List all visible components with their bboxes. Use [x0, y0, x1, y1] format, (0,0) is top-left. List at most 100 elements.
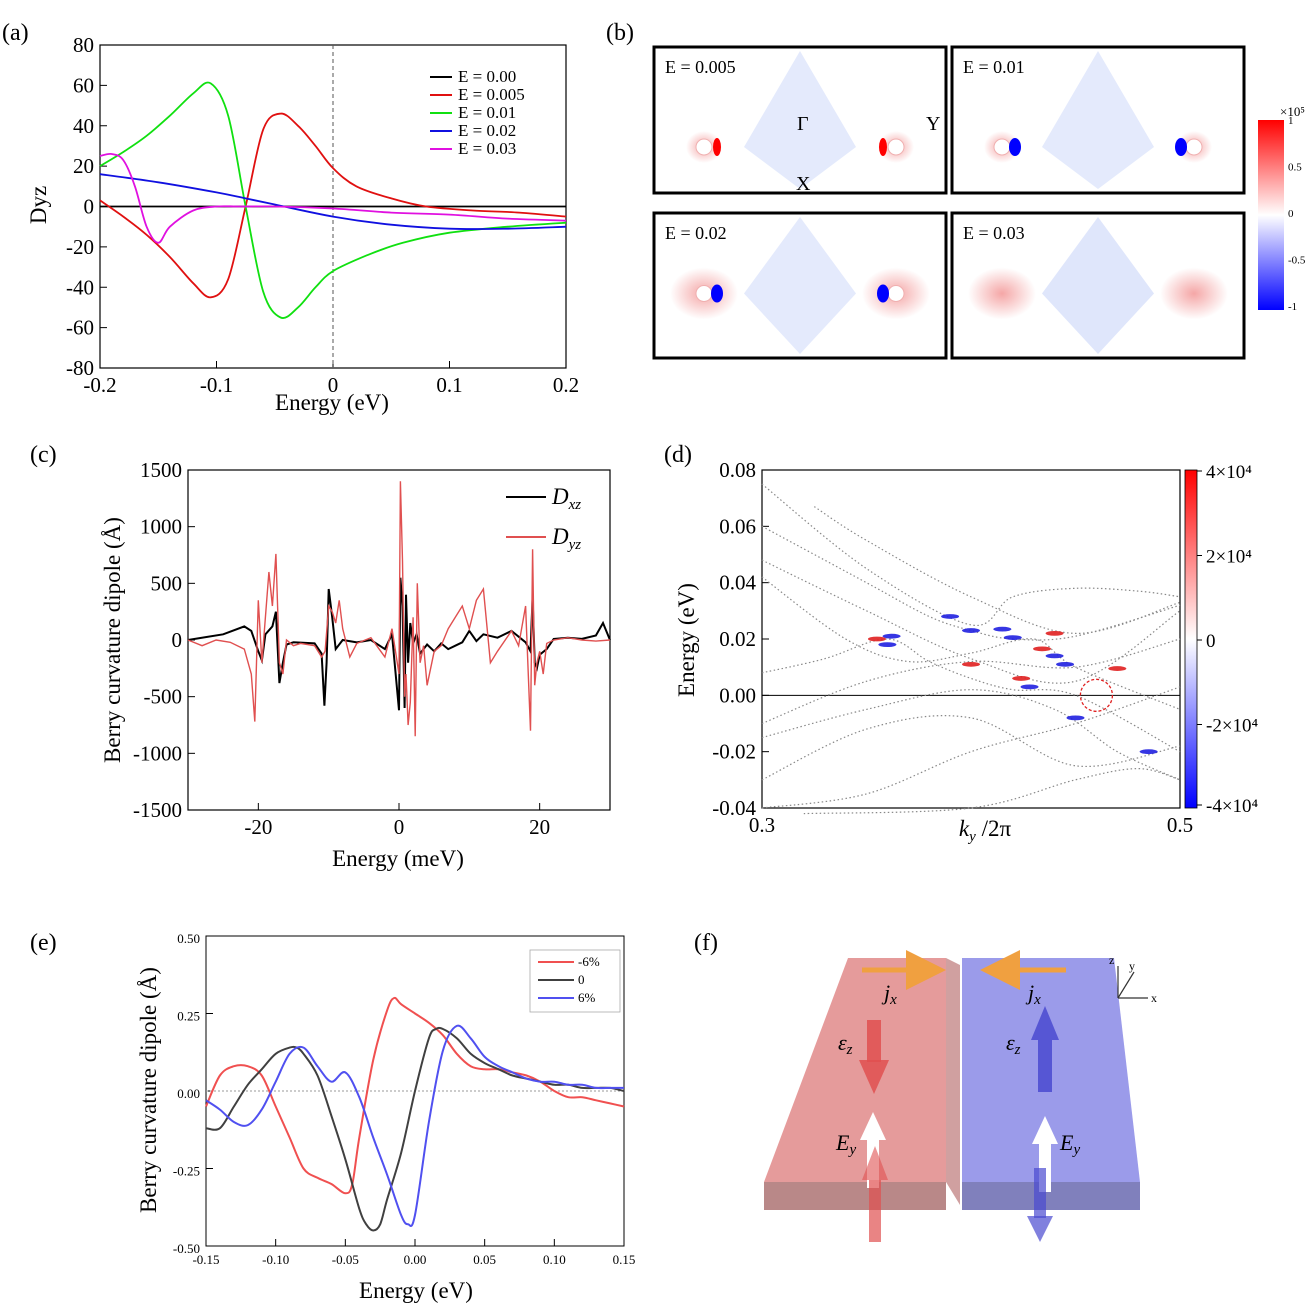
d-hotspot-9: [1020, 684, 1039, 690]
e-xtick-label: -0.05: [332, 1252, 359, 1267]
ez-arrow-right-head: [1031, 1006, 1059, 1040]
panel-label-a: (a): [2, 20, 29, 46]
e-series-line-1: [205, 1026, 625, 1232]
axis-x-label-f: x: [1151, 991, 1157, 1005]
d-hotspot-8: [1012, 676, 1031, 681]
b-glow-right: [1160, 267, 1228, 320]
e-ytick-label: -0.25: [173, 1164, 200, 1179]
panel-f: (f) jx jx εz εz Ey Ey: [694, 930, 1157, 1242]
a-ytick-label: 80: [73, 33, 94, 57]
b-map-frame: [652, 211, 948, 360]
ez-label-left: εz: [838, 1030, 853, 1058]
e-xtick-label: -0.15: [192, 1252, 219, 1267]
c-xtick-label: -20: [244, 815, 272, 839]
e-legend-label: 6%: [578, 990, 596, 1005]
y-axis-label-a: Dyz: [26, 186, 51, 224]
panel-b: (b) E = 0.005 Γ Y X E = 0.01 E = 0.02 E = 0.03…: [606, 20, 1306, 360]
b-colorbar-tick: 0.5: [1288, 162, 1302, 174]
d-ytick-label: 0.08: [719, 458, 756, 482]
a-xtick-label: 0: [328, 373, 339, 397]
ey-arrow-left-head: [860, 1112, 886, 1140]
b-map-1: E = 0.01: [950, 45, 1246, 195]
panel-label-e: (e): [30, 930, 57, 956]
a-xtick-label: 0.1: [436, 373, 462, 397]
a-xtick-label: 0.2: [553, 373, 579, 397]
x-axis-label-e: Energy (eV): [359, 1278, 473, 1303]
panel-label-b: (b): [606, 20, 634, 46]
d-band-8: [761, 715, 1181, 781]
a-legend-label: E = 0.02: [458, 121, 516, 140]
b-diamond: [1042, 51, 1154, 189]
d-band-9: [761, 686, 1181, 809]
ey-arrow-right-head: [1032, 1116, 1058, 1144]
b-colorbar-tick: -0.5: [1288, 255, 1306, 267]
a-series-line-1: [99, 112, 567, 299]
jx-label-left: jx: [881, 980, 897, 1008]
jx-label-right: jx: [1025, 980, 1041, 1008]
d-band-10: [803, 767, 1181, 815]
legend-label-dyz: Dyz: [551, 524, 581, 553]
lower-arrow-right-shaft: [1034, 1168, 1046, 1218]
b-map-label: E = 0.01: [963, 57, 1025, 77]
a-legend-label: E = 0.005: [458, 85, 525, 104]
d-ytick-label: 0.04: [719, 571, 756, 595]
c-xtick-label: 20: [529, 815, 550, 839]
ez-arrow-right-shaft: [1038, 1040, 1052, 1092]
panel-c: (c) -20 0 20 -1500 -1000 -500 0 500 1000 1500 Ene…: [30, 442, 611, 871]
b-spot-right: [1175, 138, 1187, 156]
c-ytick-label: -1500: [133, 798, 182, 822]
d-band-2: [761, 525, 1181, 641]
panel-label-f: (f): [694, 930, 718, 956]
d-ytick-label: -0.04: [712, 796, 756, 820]
c-ytick-label: 1500: [140, 458, 182, 482]
d-xtick-label: 0.5: [1167, 813, 1193, 837]
d-band-7: [761, 689, 1181, 781]
d-band-6: [761, 638, 1181, 725]
a-series-line-3: [99, 173, 567, 230]
y-axis-label-e: Berry curvature dipole (Å): [136, 967, 161, 1213]
d-frame: [761, 469, 1181, 809]
b-white-ring-right: [887, 138, 905, 156]
e-series-line-0: [205, 996, 625, 1195]
c-series-line-Dyz: [187, 481, 611, 737]
b-glow-left: [968, 267, 1036, 320]
d-hotspot-16: [1139, 749, 1158, 755]
e-xtick-label: 0.00: [404, 1252, 427, 1267]
d-xtick-label: 0.3: [749, 813, 775, 837]
a-ytick-label: 20: [73, 154, 94, 178]
d-hotspot-4: [962, 628, 980, 633]
x-axis-label-d: ky /2π: [959, 816, 1012, 845]
d-band-5: [761, 638, 1181, 753]
d-colorbar-tick: -4×10⁴: [1206, 796, 1259, 817]
a-legend-label: E = 0.01: [458, 103, 516, 122]
c-ytick-label: 500: [151, 571, 183, 595]
b-gamma-label: Γ: [797, 113, 809, 135]
d-hotspot-5: [962, 661, 980, 667]
e-ytick-label: 0.50: [177, 931, 200, 946]
d-band-0: [761, 483, 1181, 626]
d-hotspot-2: [878, 642, 897, 648]
c-ytick-label: 1000: [140, 515, 182, 539]
b-spot-right: [877, 284, 889, 303]
b-map-2: E = 0.02: [652, 211, 948, 360]
d-hotspot-13: [1056, 661, 1075, 667]
left-slab-front: [764, 1182, 946, 1210]
colorbar-b: [1258, 120, 1284, 310]
a-ytick-label: -20: [66, 235, 94, 259]
b-white-ring-left: [695, 285, 713, 302]
b-map-frame: [652, 45, 948, 195]
y-axis-label-d: Energy (eV): [674, 583, 699, 697]
d-colorbar-tick: 0: [1206, 631, 1216, 652]
e-ytick-label: 0.25: [177, 1009, 200, 1024]
d-highlight-circle: [1079, 678, 1114, 712]
lower-arrow-left-head: [862, 1146, 888, 1180]
b-map-label: E = 0.03: [963, 223, 1025, 243]
d-hotspot-15: [1108, 666, 1127, 671]
legend-label-dxz: Dxz: [551, 484, 581, 513]
c-ytick-label: -1000: [133, 741, 182, 765]
d-hotspot-14: [1066, 715, 1085, 721]
lower-arrow-left-shaft: [869, 1180, 881, 1242]
right-slab-front: [962, 1182, 1140, 1210]
d-hotspot-0: [867, 636, 886, 642]
legend-c: Dxz Dyz: [506, 484, 581, 553]
